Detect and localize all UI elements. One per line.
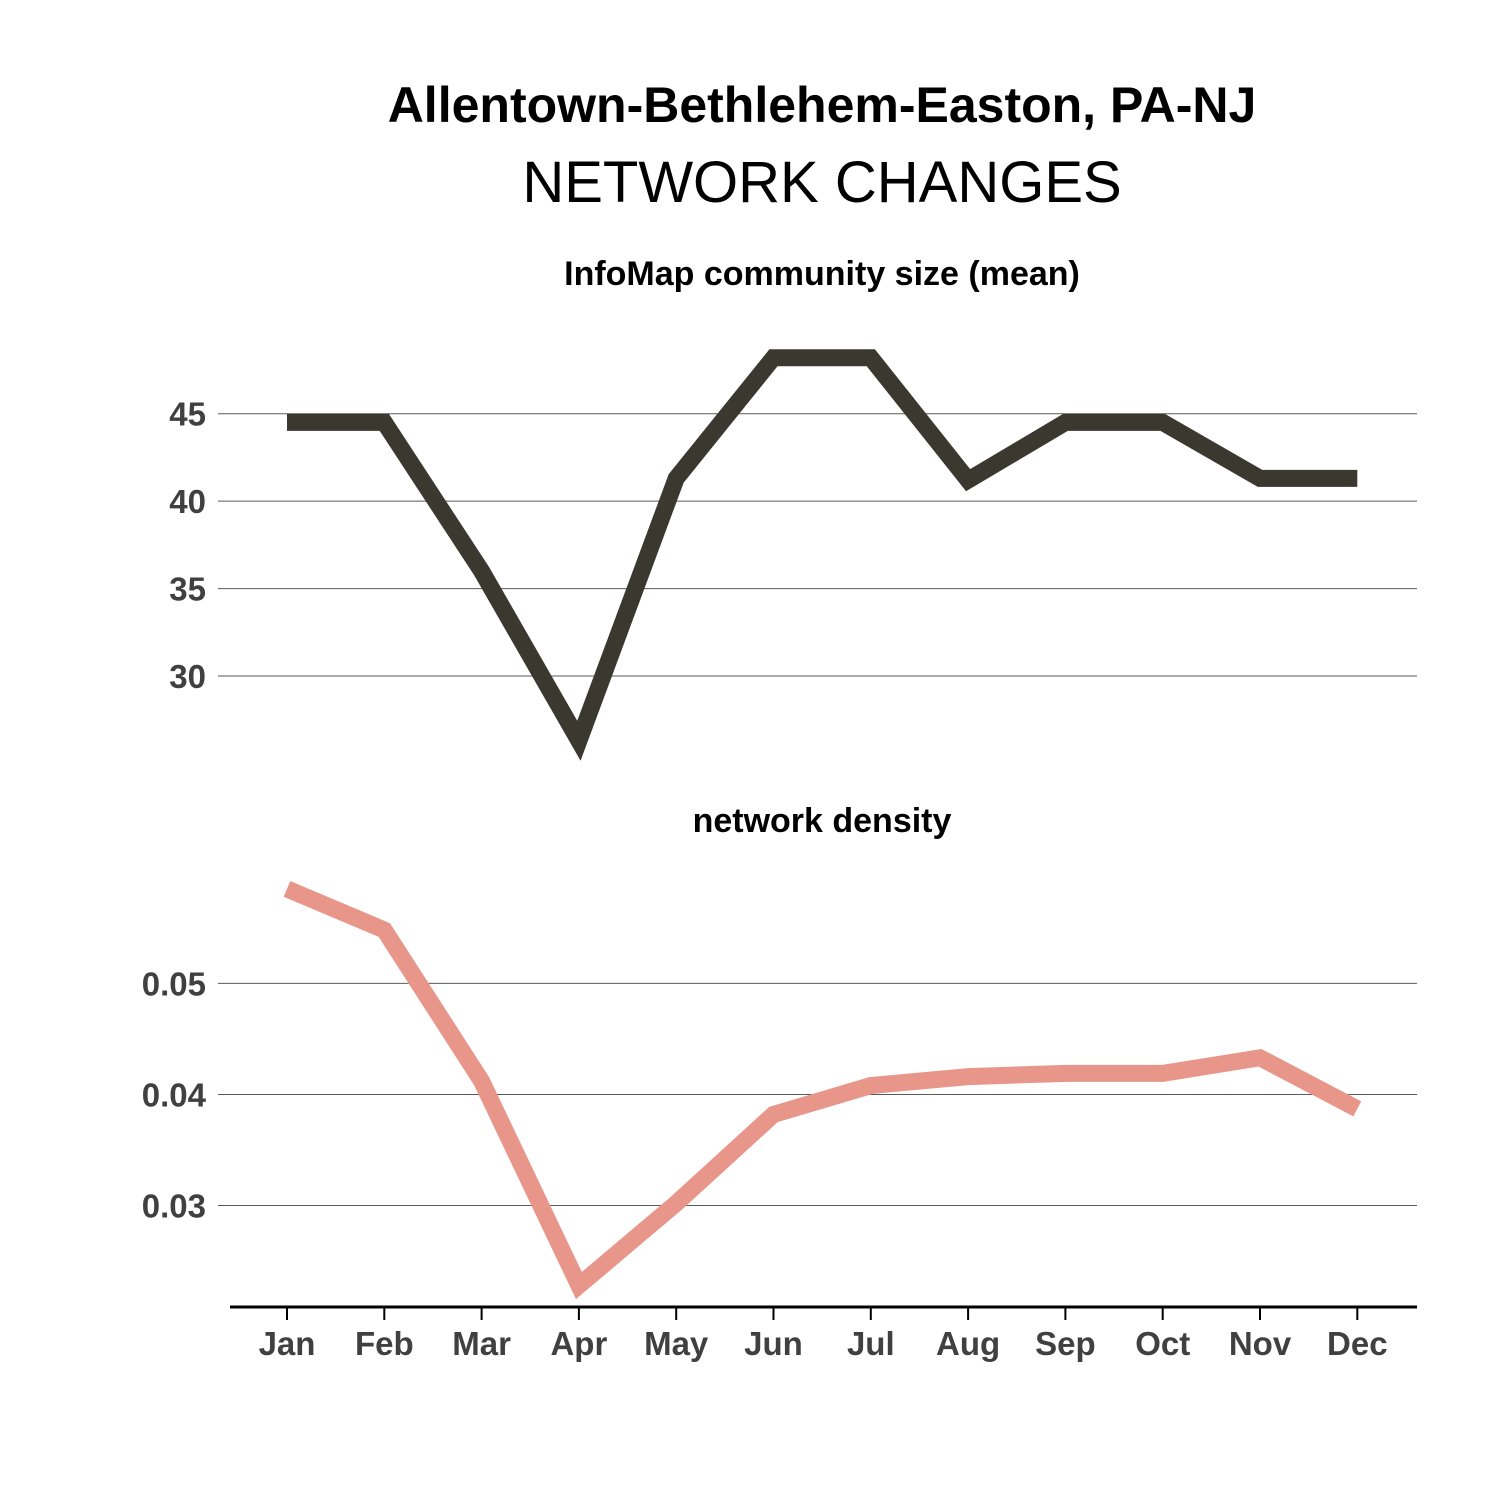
x-tick-label: Dec (1327, 1325, 1388, 1362)
x-tick-label: Jan (259, 1325, 316, 1362)
top-panel-y-axis: 30 35 40 45 (169, 396, 206, 695)
x-tick-label: Apr (550, 1325, 607, 1362)
bottom-y-tick-label: 0.04 (142, 1076, 207, 1113)
x-axis: Jan Feb Mar Apr May Jun Jul Aug Sep Oct Nov Dec (259, 1307, 1388, 1362)
top-y-tick-label: 30 (169, 658, 206, 695)
x-tick-label: Sep (1035, 1325, 1096, 1362)
chart-title: Allentown-Bethlehem-Easton, PA-NJ (388, 77, 1257, 133)
top-panel-series-line (287, 349, 1358, 761)
chart-subtitle: NETWORK CHANGES (522, 150, 1121, 215)
bottom-panel-title: network density (693, 802, 952, 840)
x-tick-label: Feb (355, 1325, 414, 1362)
bottom-panel-series-line (283, 881, 1362, 1300)
top-y-tick-label: 45 (169, 396, 206, 433)
x-tick-label: Jun (744, 1325, 803, 1362)
top-panel-gridlines (218, 413, 1417, 677)
x-tick-label: Aug (936, 1325, 1000, 1362)
bottom-y-tick-label: 0.03 (142, 1188, 206, 1225)
top-y-tick-label: 40 (169, 483, 206, 520)
top-y-tick-label: 35 (169, 571, 206, 608)
x-tick-label: Jul (847, 1325, 895, 1362)
x-tick-label: May (644, 1325, 709, 1362)
bottom-panel-y-axis: 0.03 0.04 0.05 (142, 965, 207, 1224)
top-panel-title: InfoMap community size (mean) (564, 255, 1080, 293)
x-tick-label: Nov (1229, 1325, 1292, 1362)
bottom-y-tick-label: 0.05 (142, 965, 206, 1002)
x-tick-label: Mar (452, 1325, 511, 1362)
x-tick-label: Oct (1135, 1325, 1190, 1362)
